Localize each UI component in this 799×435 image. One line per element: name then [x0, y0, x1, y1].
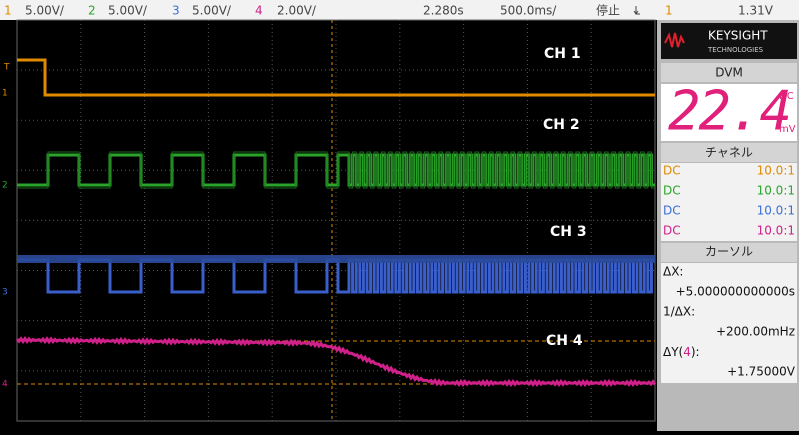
channel-label: CH 3 [550, 224, 587, 240]
dx-label: ΔX: [663, 265, 683, 279]
dvm-coupling: DC [779, 91, 794, 102]
logo: KEYSIGHT [708, 29, 768, 43]
ch-number: 2 [88, 4, 96, 18]
ch2-wave [17, 153, 655, 187]
ch-number: 4 [255, 4, 263, 18]
channels-title[interactable]: チャネル [705, 146, 753, 160]
dy-channel: 4 [683, 345, 691, 359]
probe-ratio: 10.0:1 [757, 204, 795, 218]
ch3-band [17, 255, 655, 263]
waveforms [15, 58, 657, 388]
dy-suffix: ): [691, 345, 700, 359]
ch-number: 3 [172, 4, 180, 18]
top-bar [0, 0, 799, 20]
coupling: DC [663, 204, 681, 218]
probe-ratio: 10.0:1 [757, 184, 795, 198]
ch4-wave [15, 335, 657, 388]
section-header [661, 143, 797, 162]
dvm-unit: mV [779, 124, 796, 135]
ch-scale: 5.00V/ [192, 4, 232, 18]
ch-number: 1 [4, 4, 12, 18]
dvm-reading: 22.4 [668, 80, 790, 143]
time-scale: 500.0ms/ [500, 4, 557, 18]
dx-value: +5.000000000000s [676, 285, 795, 299]
cursors-title[interactable]: カーソル [705, 245, 753, 259]
ch-marker: 1 [2, 89, 8, 99]
ch-marker: 2 [2, 181, 8, 191]
dy-label: ΔY(4): [663, 345, 700, 359]
ch-scale: 2.00V/ [277, 4, 317, 18]
probe-ratio: 10.0:1 [757, 224, 795, 238]
channel-label: CH 1 [544, 46, 581, 62]
logo-wave [664, 32, 685, 48]
inv-dx-value: +200.00mHz [716, 325, 795, 339]
trigger-channel: 1 [665, 4, 673, 18]
dy-value: +1.75000V [727, 365, 796, 379]
dvm-display [661, 84, 797, 141]
logo-sub: TECHNOLOGIES [707, 46, 764, 54]
trigger-icon [633, 6, 640, 15]
channel-table [661, 163, 797, 241]
probe-ratio: 10.0:1 [757, 164, 795, 178]
dvm-title[interactable]: DVM [715, 66, 743, 80]
ch-marker: 4 [2, 380, 8, 390]
time-position: 2.280s [423, 4, 464, 18]
ch-marker: 3 [2, 288, 8, 298]
inv-dx-label: 1/ΔX: [663, 305, 695, 319]
coupling: DC [663, 164, 681, 178]
dy-prefix: ΔY( [663, 345, 683, 359]
ch1-wave [17, 58, 655, 97]
trigger-level: 1.31V [738, 4, 774, 18]
coupling: DC [663, 184, 681, 198]
channel-label: CH 2 [543, 117, 580, 133]
cursor-table [661, 263, 797, 383]
channel-label: CH 4 [546, 333, 583, 349]
ch-scale: 5.00V/ [108, 4, 148, 18]
ch-scale: 5.00V/ [25, 4, 65, 18]
section-header [661, 63, 797, 82]
coupling: DC [663, 224, 681, 238]
graticule [16, 19, 656, 422]
ch2-wave-noise [17, 151, 655, 189]
section-header [661, 243, 797, 262]
trigger-marker: T [3, 63, 10, 73]
run-status[interactable]: 停止 [596, 3, 620, 18]
